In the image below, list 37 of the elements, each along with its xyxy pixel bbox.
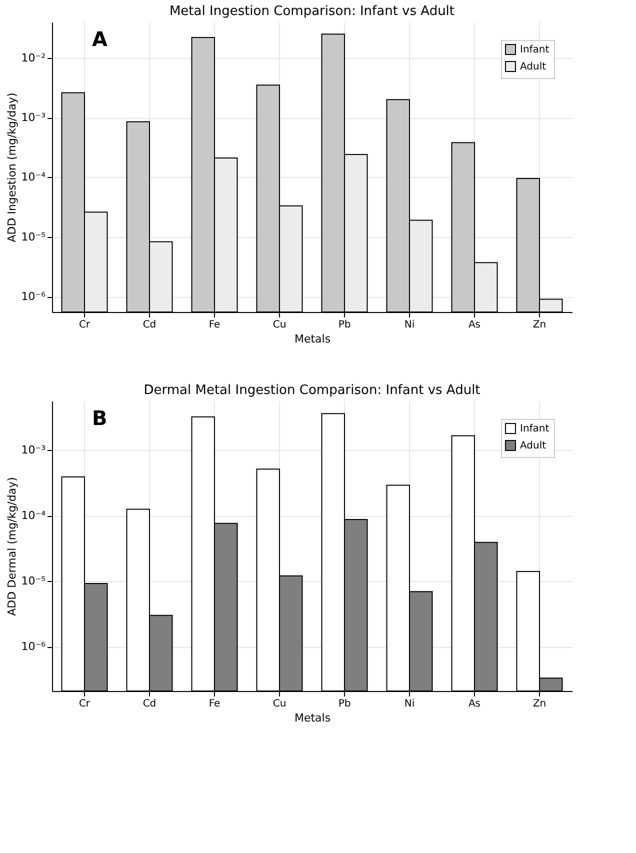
- chart-title: Metal Ingestion Comparison: Infant vs Adult: [169, 4, 455, 19]
- y-axis-title: ADD Dermal (mg/kg/day): [5, 477, 18, 616]
- x-tick-label: Fe: [208, 320, 220, 330]
- y-tick-label: 10⁻⁶: [21, 290, 46, 304]
- legend-label: Infant: [520, 424, 550, 434]
- x-tick-label: Zn: [532, 320, 546, 330]
- y-tick-label: 10⁻²: [21, 51, 46, 64]
- x-tick-label: Cr: [78, 698, 91, 710]
- chart-title: Dermal Metal Ingestion Comparison: Infant vs Adult: [144, 383, 480, 398]
- x-tick-label: As: [468, 698, 481, 710]
- x-tick-label: Cu: [272, 698, 286, 710]
- x-axis-title: Metals: [294, 332, 331, 346]
- x-tick-label: Cd: [142, 698, 156, 710]
- x-tick-label: Ni: [404, 320, 415, 330]
- x-tick-label: Ni: [404, 698, 415, 710]
- x-tick-label: Cr: [78, 320, 91, 330]
- x-tick-label: Cu: [272, 320, 286, 330]
- y-tick-label: 10⁻³: [21, 111, 46, 124]
- x-axis-title: Metals: [294, 712, 331, 724]
- legend-label: Adult: [520, 62, 546, 72]
- y-tick-label: 10⁻⁴: [21, 170, 46, 184]
- y-axis-title: ADD Ingestion (mg/kg/day): [5, 92, 18, 242]
- y-tick-label: 10⁻⁶: [21, 640, 46, 654]
- x-tick-label: Fe: [208, 698, 220, 710]
- y-tick-label: 10⁻⁴: [21, 509, 46, 522]
- x-tick-label: Pb: [338, 320, 351, 330]
- legend-label: Infant: [520, 44, 550, 56]
- annotation: A: [92, 27, 108, 51]
- annotation: B: [92, 406, 108, 430]
- y-tick-label: 10⁻⁵: [21, 574, 46, 588]
- y-tick-label: 10⁻³: [21, 444, 46, 457]
- x-tick-label: As: [468, 320, 481, 330]
- y-tick-label: 10⁻⁵: [21, 230, 46, 244]
- x-tick-label: Pb: [338, 698, 351, 710]
- legend-label: Adult: [520, 440, 546, 452]
- x-tick-label: Cd: [142, 320, 156, 330]
- x-tick-label: Zn: [532, 698, 546, 710]
